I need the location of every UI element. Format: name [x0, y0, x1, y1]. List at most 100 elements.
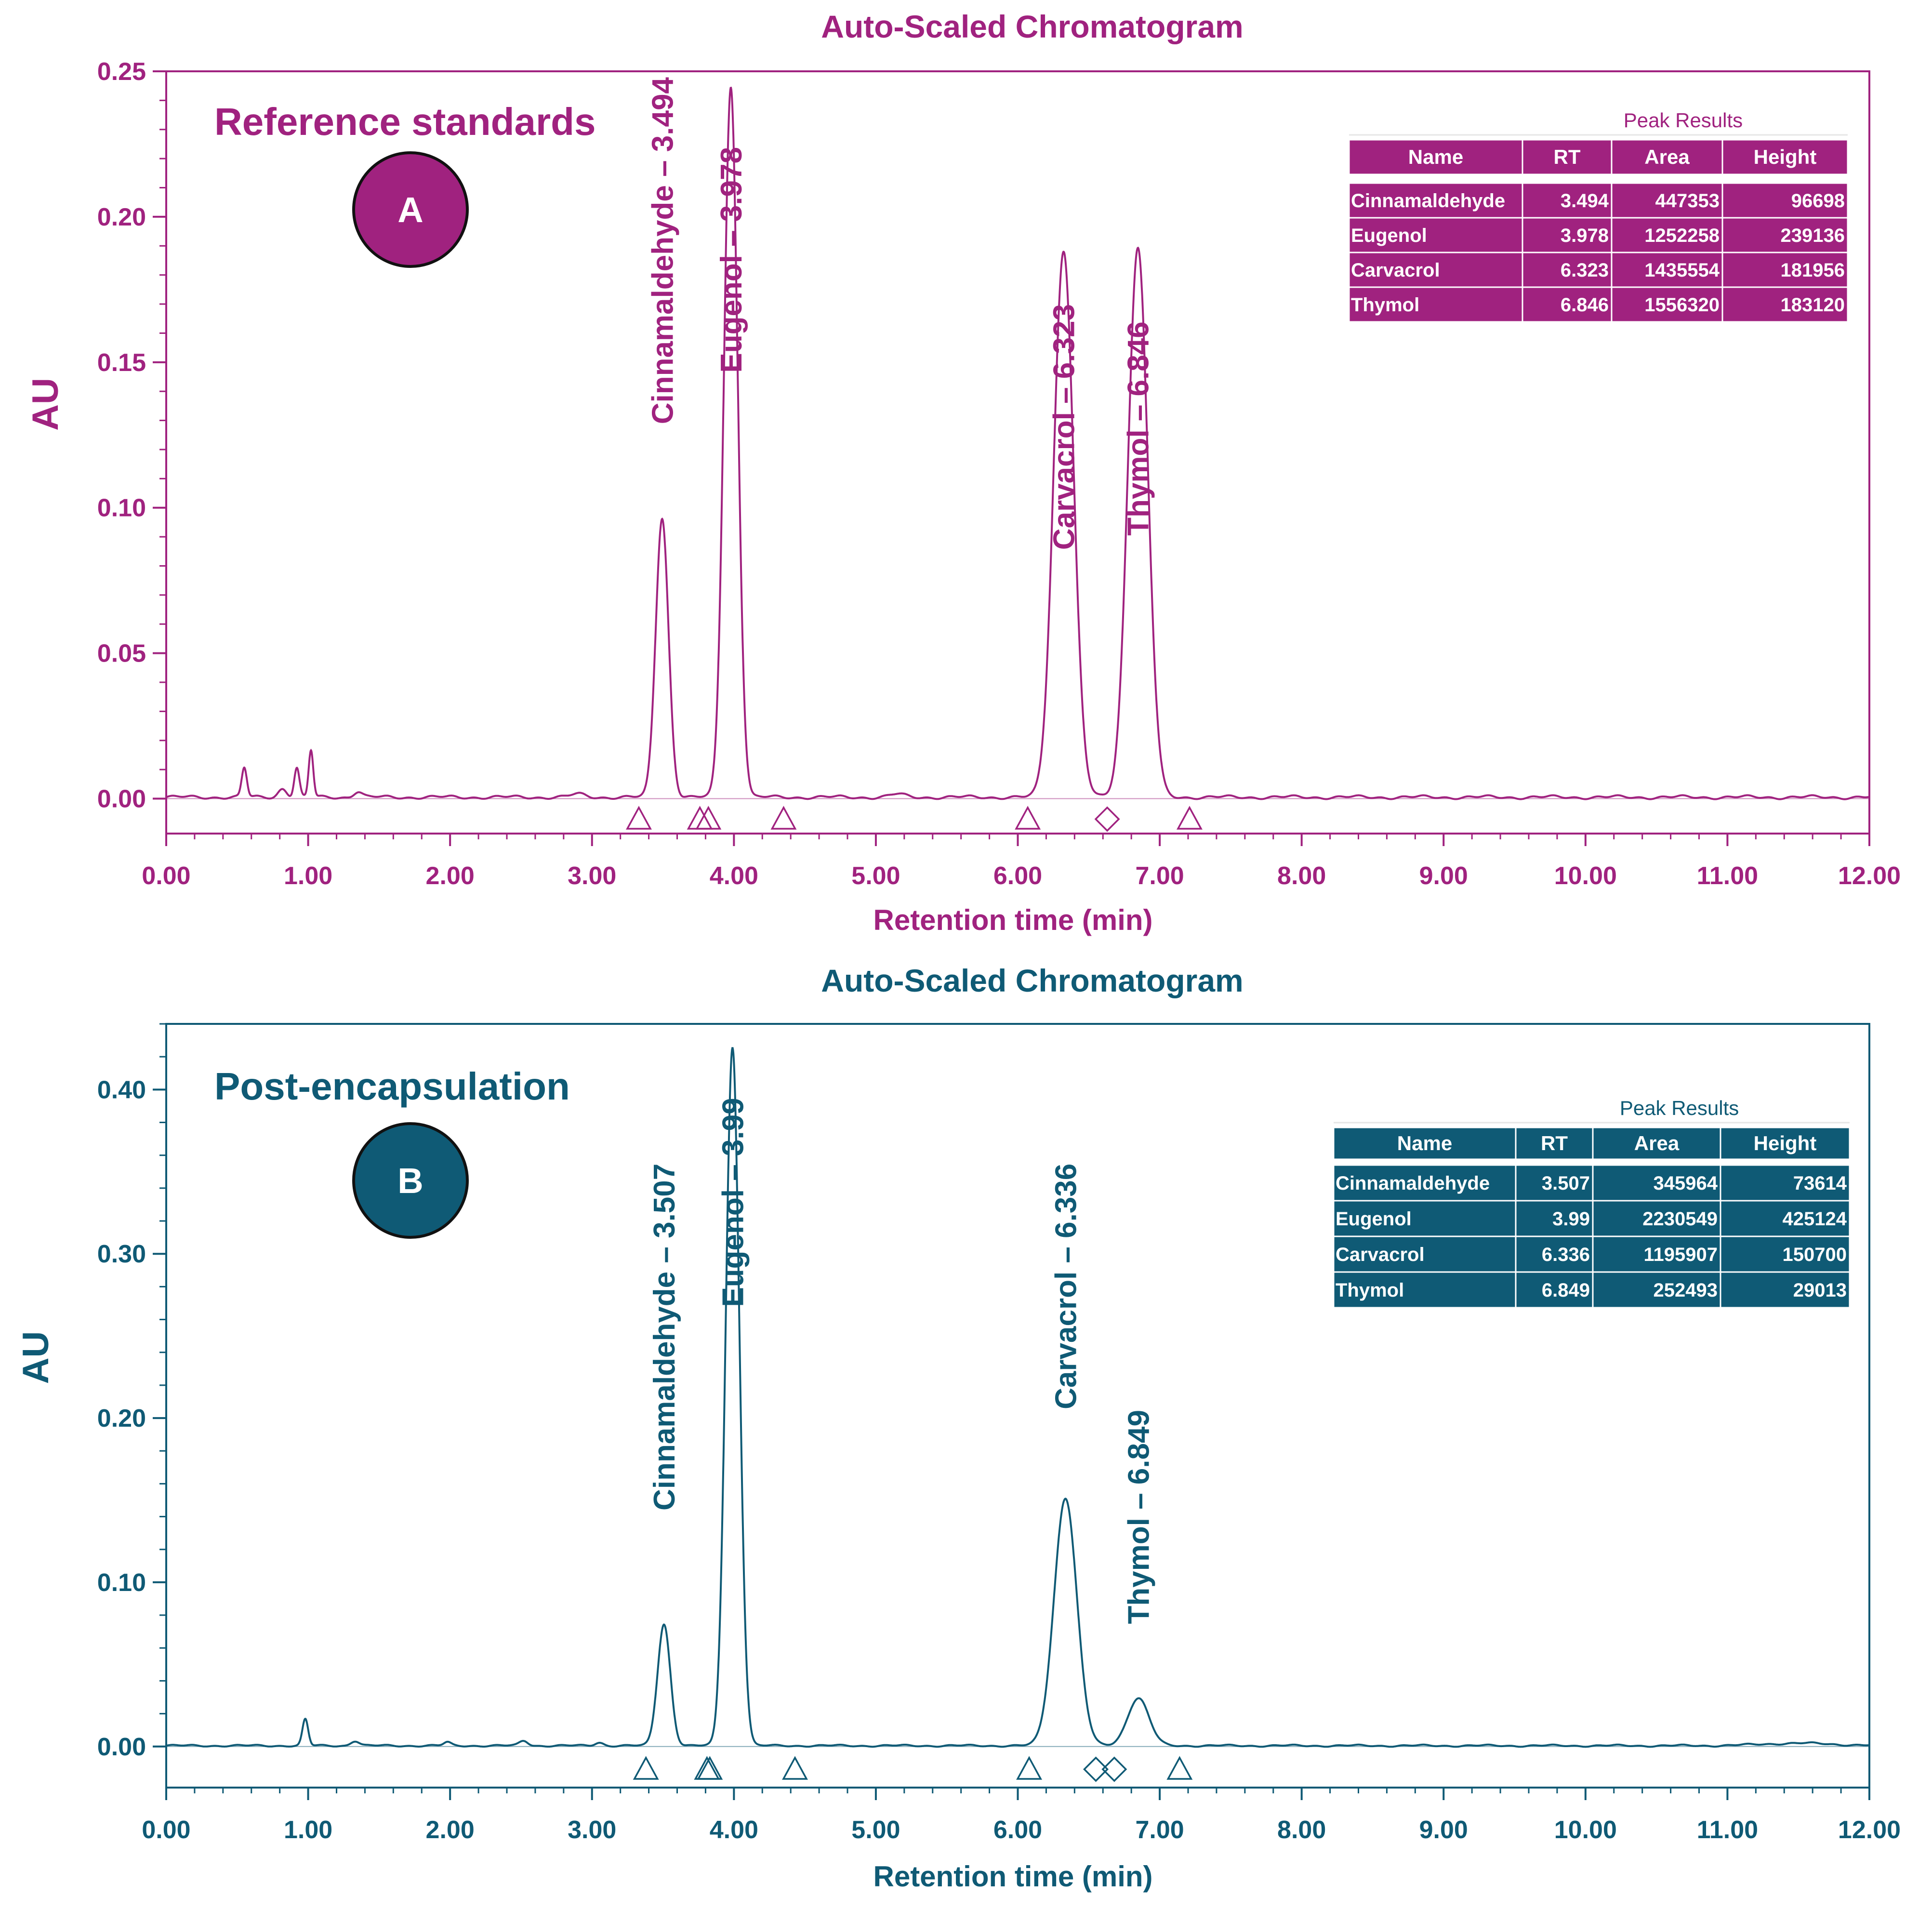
peak-label: Thymol – 6.849	[1123, 1410, 1156, 1624]
peak-label: Eugenol – 3.978	[715, 147, 748, 373]
peak-label: Cinnamaldehyde – 3.494	[646, 77, 679, 424]
table-cell-text: 1195907	[1643, 1244, 1718, 1265]
table-cell-text: 2230549	[1642, 1208, 1718, 1230]
x-tick-label: 12.00	[1838, 862, 1901, 890]
table-header-text: Area	[1634, 1132, 1680, 1154]
peak-label: Carvacrol – 6.336	[1049, 1164, 1083, 1409]
x-tick-label: 6.00	[993, 862, 1042, 890]
integration-triangle-marker	[772, 808, 795, 829]
table-header-text: Area	[1644, 146, 1690, 168]
integration-triangle-marker	[697, 808, 720, 829]
integration-triangle-marker	[1178, 808, 1201, 829]
y-tick-label: 0.00	[97, 1733, 146, 1761]
x-tick-label: 4.00	[710, 862, 758, 890]
chart-title: Auto-Scaled Chromatogram	[821, 963, 1243, 998]
y-axis-label: AU	[15, 1331, 56, 1384]
table-cell-text: 183120	[1781, 294, 1845, 316]
chart-title: Auto-Scaled Chromatogram	[821, 9, 1243, 44]
x-tick-label: 5.00	[851, 1816, 900, 1844]
x-tick-label: 3.00	[568, 1816, 616, 1844]
panel-badge-letter: B	[397, 1161, 423, 1201]
table-cell-text: 345964	[1654, 1173, 1718, 1194]
y-tick-label: 0.30	[97, 1240, 146, 1268]
y-tick-label: 0.15	[97, 349, 146, 377]
x-tick-label: 7.00	[1135, 862, 1184, 890]
y-tick-label: 0.10	[97, 1569, 146, 1597]
table-cell-text: 3.99	[1552, 1208, 1590, 1230]
table-cell-text: 6.849	[1542, 1280, 1590, 1301]
y-tick-label: 0.40	[97, 1076, 146, 1104]
x-tick-label: 6.00	[993, 1816, 1042, 1844]
table-cell-text: 6.846	[1561, 294, 1609, 316]
table-cell-text: Carvacrol	[1336, 1244, 1425, 1265]
table-cell-text: 181956	[1781, 260, 1845, 281]
table-cell-text: 96698	[1791, 190, 1845, 212]
table-cell-text: 6.336	[1542, 1244, 1590, 1265]
table-header-text: Name	[1408, 146, 1463, 168]
table-cell-text: Cinnamaldehyde	[1336, 1173, 1490, 1194]
integration-triangle-marker	[783, 1758, 807, 1779]
x-tick-label: 2.00	[426, 1816, 475, 1844]
x-axis-label: Retention time (min)	[873, 904, 1153, 936]
x-tick-label: 11.00	[1697, 1816, 1758, 1844]
table-caption: Peak Results	[1620, 1097, 1739, 1119]
table-cell-text: 6.323	[1561, 260, 1609, 281]
panel-badge-letter: A	[397, 190, 423, 230]
x-tick-label: 10.00	[1554, 1816, 1617, 1844]
integration-triangle-marker	[627, 808, 650, 829]
x-tick-label: 2.00	[426, 862, 475, 890]
peak-label: Thymol – 6.846	[1122, 321, 1155, 536]
table-cell-text: 3.494	[1561, 190, 1609, 212]
table-cell-text: Thymol	[1336, 1280, 1404, 1301]
integration-triangle-marker	[688, 808, 712, 829]
integration-diamond-marker	[1096, 808, 1119, 831]
panel-B: Auto-Scaled Chromatogram0.000.100.200.30…	[15, 963, 1901, 1893]
x-tick-label: 8.00	[1277, 1816, 1326, 1844]
table-cell-text: Eugenol	[1351, 225, 1427, 246]
integration-triangle-marker	[1168, 1758, 1191, 1779]
x-tick-label: 0.00	[142, 862, 190, 890]
panel-subtitle: Post-encapsulation	[214, 1065, 570, 1108]
table-header-text: Height	[1754, 1132, 1817, 1154]
table-cell-text: 425124	[1783, 1208, 1847, 1230]
y-tick-label: 0.25	[97, 58, 146, 86]
table-header-text: RT	[1554, 146, 1581, 168]
integration-diamond-marker	[1103, 1758, 1126, 1781]
x-tick-label: 5.00	[851, 862, 900, 890]
table-cell-text: 150700	[1783, 1244, 1847, 1265]
table-header-text: Height	[1754, 146, 1817, 168]
x-axis-label: Retention time (min)	[873, 1860, 1153, 1893]
panel-A: Auto-Scaled Chromatogram0.000.050.100.15…	[25, 9, 1901, 936]
y-tick-label: 0.20	[97, 203, 146, 231]
x-tick-label: 3.00	[568, 862, 616, 890]
table-cell-text: 3.978	[1561, 225, 1609, 246]
table-cell-text: 1252258	[1644, 225, 1720, 246]
table-cell-text: 447353	[1655, 190, 1720, 212]
peak-label: Carvacrol – 6.323	[1048, 304, 1081, 550]
table-cell-text: 73614	[1793, 1173, 1847, 1194]
table-cell-text: Cinnamaldehyde	[1351, 190, 1505, 212]
integration-triangle-marker	[1016, 808, 1039, 829]
table-cell-text: 3.507	[1542, 1173, 1590, 1194]
table-cell-text: Thymol	[1351, 294, 1419, 316]
table-header-text: Name	[1397, 1132, 1452, 1154]
y-tick-label: 0.10	[97, 494, 146, 522]
x-tick-label: 4.00	[710, 1816, 758, 1844]
y-axis-label: AU	[25, 378, 66, 431]
table-header-text: RT	[1541, 1132, 1568, 1154]
table-cell-text: 1556320	[1644, 294, 1720, 316]
integration-diamond-marker	[1085, 1758, 1108, 1781]
y-tick-label: 0.00	[97, 785, 146, 813]
integration-triangle-marker	[1018, 1758, 1041, 1779]
table-cell-text: 252493	[1654, 1280, 1718, 1301]
x-tick-label: 11.00	[1697, 862, 1758, 890]
table-cell-text: 239136	[1781, 225, 1845, 246]
peak-label: Eugenol – 3.99	[716, 1098, 750, 1307]
x-tick-label: 0.00	[142, 1816, 190, 1844]
panel-subtitle: Reference standards	[214, 100, 595, 143]
x-tick-label: 7.00	[1135, 1816, 1184, 1844]
x-tick-label: 9.00	[1419, 862, 1468, 890]
table-cell-text: Carvacrol	[1351, 260, 1440, 281]
x-tick-label: 10.00	[1554, 862, 1617, 890]
